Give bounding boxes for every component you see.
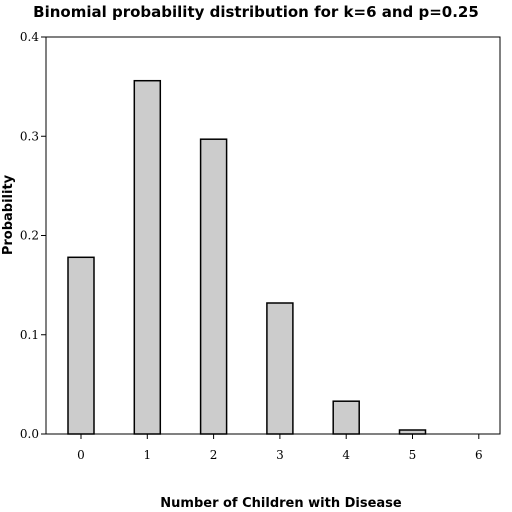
x-tick-label: 5: [409, 448, 417, 462]
y-tick-label: 0.2: [20, 229, 39, 243]
x-axis-label: Number of Children with Disease: [160, 496, 402, 511]
x-tick-label: 3: [276, 448, 284, 462]
x-tick-label: 0: [77, 448, 85, 462]
x-tick-label: 6: [475, 448, 483, 462]
x-tick-label: 4: [342, 448, 350, 462]
x-tick-label: 1: [143, 448, 151, 462]
bar-0: [67, 256, 95, 435]
plot-area: 0.0 0.1 0.2 0.3 0.4 0 1 2 3 4 5 6: [20, 30, 501, 462]
x-axis: 0 1 2 3 4 5 6: [77, 434, 483, 462]
y-axis: 0.0 0.1 0.2 0.3 0.4: [20, 30, 46, 441]
bar-3: [266, 302, 294, 435]
chart-title: Binomial probability distribution for k=…: [33, 3, 479, 21]
x-tick-label: 2: [210, 448, 218, 462]
bar-series: [67, 79, 427, 435]
y-tick-label: 0.3: [20, 129, 39, 143]
bar-4: [332, 400, 360, 435]
y-tick-label: 0.0: [20, 427, 39, 441]
bar-5: [398, 429, 427, 435]
bar-2: [199, 138, 228, 435]
y-tick-label: 0.4: [20, 30, 39, 44]
y-tick-label: 0.1: [20, 328, 39, 342]
y-axis-label: Probability: [1, 174, 16, 255]
bar-1: [133, 79, 162, 435]
